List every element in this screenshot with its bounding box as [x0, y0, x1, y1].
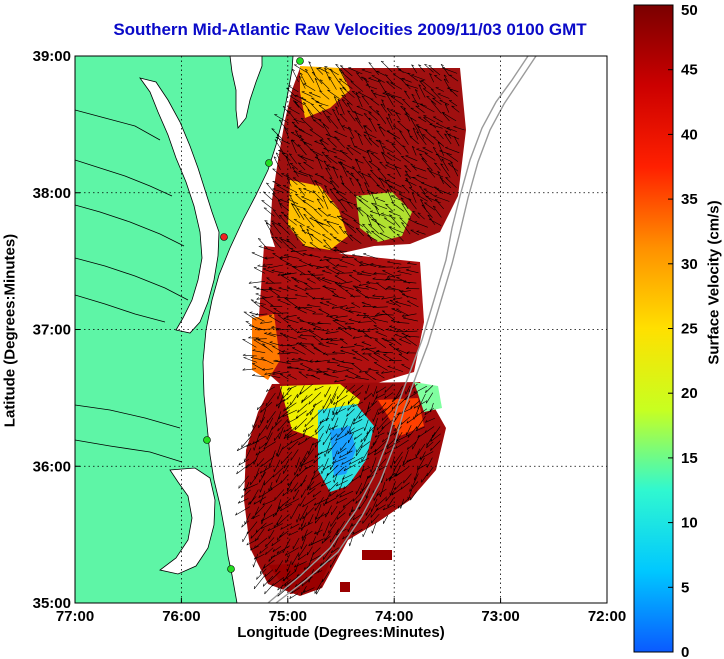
x-tick-label: 74:00 — [375, 608, 413, 625]
map-title: Southern Mid-Atlantic Raw Velocities 200… — [113, 20, 587, 39]
x-axis-label: Longitude (Degrees:Minutes) — [237, 624, 445, 641]
velocity-patch-orange-east — [378, 398, 424, 436]
velocity-cell — [362, 550, 392, 560]
y-tick-label: 35:00 — [33, 595, 71, 612]
colorbar-tick-label: 30 — [681, 256, 698, 273]
radar-station-marker — [265, 159, 273, 167]
y-axis-label: Latitude (Degrees:Minutes) — [1, 233, 19, 428]
y-tick-label: 38:00 — [33, 185, 71, 202]
x-tick-label: 76:00 — [162, 608, 200, 625]
x-tick-label: 77:00 — [56, 608, 94, 625]
colorbar-tick-label: 25 — [681, 321, 698, 338]
colorbar-label: Surface Velocity (cm/s) — [705, 200, 723, 365]
colorbar-tick-label: 0 — [681, 644, 689, 659]
radar-station-marker — [203, 436, 211, 444]
colorbar-ticks: 0 5 10 15 20 25 30 35 40 45 50 — [668, 2, 698, 659]
velocity-patch-southern-tail — [268, 562, 330, 594]
bathymetry-contours — [267, 56, 537, 603]
y-tick-label: 37:00 — [33, 322, 71, 339]
radar-stations — [203, 57, 304, 573]
velocity-patch-green-north — [356, 192, 412, 242]
colorbar-tick-label: 45 — [681, 62, 698, 79]
x-tick-label: 73:00 — [481, 608, 519, 625]
radar-station-marker — [227, 565, 235, 573]
velocity-cell — [340, 582, 350, 592]
chesapeake-bay — [139, 77, 220, 334]
colorbar-tick-label: 35 — [681, 191, 698, 208]
colorbar-tick-label: 15 — [681, 450, 698, 467]
radar-station-marker — [220, 233, 228, 241]
x-tick-label: 75:00 — [269, 608, 307, 625]
tributary-rivers — [75, 109, 189, 463]
pamlico-sound — [159, 467, 216, 575]
x-tick-label: 72:00 — [588, 608, 626, 625]
velocity-patch-south — [244, 382, 446, 596]
latitude-ticks: 35:00 36:00 37:00 38:00 39:00 — [33, 48, 80, 612]
delaware-bay — [229, 56, 263, 130]
velocity-arrow-set — [235, 60, 465, 599]
colorbar-tick-label: 40 — [681, 126, 698, 143]
map-grid — [75, 56, 607, 603]
y-tick-label: 39:00 — [33, 48, 71, 65]
colorbar-tick-label: 5 — [681, 579, 689, 596]
colorbar — [633, 4, 674, 653]
y-tick-label: 36:00 — [33, 458, 71, 475]
radar-station-marker — [296, 57, 304, 65]
longitude-ticks: 77:00 76:00 75:00 74:00 73:00 72:00 — [56, 598, 626, 625]
colorbar-tick-label: 10 — [681, 515, 698, 532]
colorbar-tick-label: 20 — [681, 385, 698, 402]
colorbar-tick-label: 50 — [681, 2, 698, 19]
velocity-arrows — [235, 60, 465, 599]
